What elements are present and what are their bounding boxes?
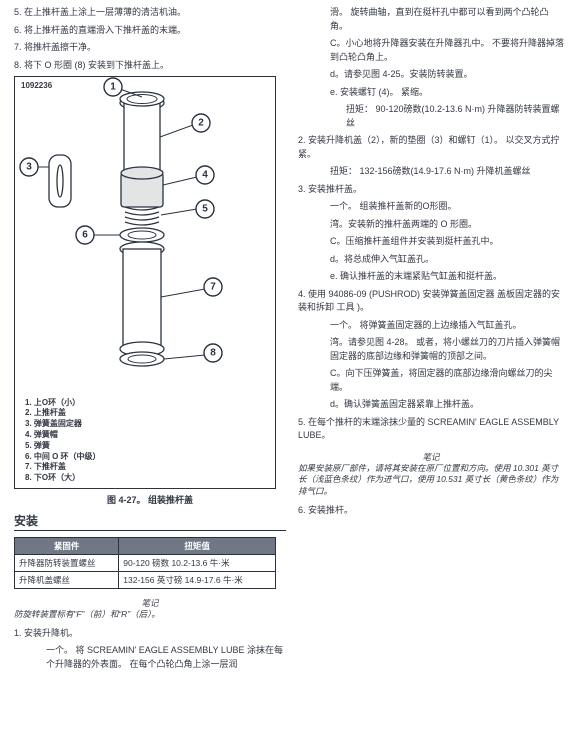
r-1c: C。小心地将升降器安装在升降器孔中。 不要将升降器掉落到凸轮凸角上。 — [298, 37, 564, 64]
figure-caption: 图 4-27。 组装推杆盖 — [14, 493, 286, 506]
svg-text:5: 5 — [202, 204, 208, 215]
step-5: 5. 在上推杆盖上涂上一层薄薄的清洁机油。 — [14, 6, 286, 20]
svg-text:3: 3 — [26, 162, 32, 173]
r-step6: 6. 安装推杆。 — [298, 504, 564, 518]
legend-5: 5. 弹簧 — [25, 441, 101, 452]
th-torque: 扭矩值 — [119, 538, 276, 555]
r-step4b: 湾。请参见图 4-28。 或者，将小螺丝刀的刀片插入弹簧帽固定器的底部边缘和弹簧… — [298, 336, 564, 363]
r-step3c: C。压缩推杆盖组件并安装到挺杆盖孔中。 — [298, 235, 564, 249]
legend-6: 6. 中间 O 环（中级） — [25, 452, 101, 463]
note-heading-right: 笔记 — [298, 451, 564, 463]
legend-3: 3. 弹簧盖固定器 — [25, 419, 101, 430]
step-6: 6. 将上推杆盖的直端滑入下推杆盖的末端。 — [14, 24, 286, 38]
td-r1c2: 90-120 磅数 10.2-13.6 牛·米 — [119, 555, 276, 572]
td-r1c1: 升降器防转装置螺丝 — [15, 555, 119, 572]
r-step4a: 一个。 将弹簧盖固定器的上边缘插入气缸盖孔。 — [298, 319, 564, 333]
r-1e-torque: 扭矩： 90-120磅数(10.2-13.6 N·m) 升降器防转装置螺丝 — [298, 103, 564, 130]
r-step5: 5. 在每个推杆的末端涂抹少量的 SCREAMIN' EAGLE ASSEMBL… — [298, 416, 564, 443]
install-step-1a: 一个。 将 SCREAMIN' EAGLE ASSEMBLY LUBE 涂抹在每… — [14, 644, 286, 671]
legend-2: 2. 上推杆盖 — [25, 408, 101, 419]
install-step-1: 1. 安装升降机。 — [14, 627, 286, 641]
note-heading-left: 笔记 — [14, 597, 286, 609]
r-1e: e. 安装螺钉 (4)。 紧缩。 — [298, 86, 564, 100]
r-cont: 滑。 旋转曲轴，直到在挺杆孔中都可以看到两个凸轮凸角。 — [298, 6, 564, 33]
pushrod-diagram: 1 2 3 4 5 6 7 8 — [15, 77, 277, 377]
r-step4c: C。向下压弹簧盖，将固定器的底部边缘滑向螺丝刀的尖端。 — [298, 367, 564, 394]
left-column: 5. 在上推杆盖上涂上一层薄薄的清洁机油。 6. 将上推杆盖的直端滑入下推杆盖的… — [0, 0, 290, 753]
legend-4: 4. 弹簧帽 — [25, 430, 101, 441]
legend-8: 8. 下O环（大） — [25, 473, 101, 484]
note-body-right: 如果安装原厂部件，请将其安装在原厂位置和方向。使用 10.301 英寸长（浅蓝色… — [298, 463, 564, 499]
svg-text:1: 1 — [110, 82, 116, 93]
step-8: 8. 将下 O 形圈 (8) 安装到下推杆盖上。 — [14, 59, 286, 73]
svg-text:2: 2 — [198, 118, 204, 129]
r-step3b: 湾。安装新的推杆盖两端的 O 形圈。 — [298, 218, 564, 232]
legend-1: 1. 上O环（小） — [25, 398, 101, 409]
figure-legend: 1. 上O环（小） 2. 上推杆盖 3. 弹簧盖固定器 4. 弹簧帽 5. 弹簧… — [25, 398, 101, 484]
right-column: 滑。 旋转曲轴，直到在挺杆孔中都可以看到两个凸轮凸角。 C。小心地将升降器安装在… — [290, 0, 578, 753]
r-step3a: 一个。 组装推杆盖新的O形圈。 — [298, 200, 564, 214]
r-step4d: d。确认弹簧盖固定器紧靠上推杆盖。 — [298, 398, 564, 412]
r-step2-torque: 扭矩： 132-156磅数(14.9-17.6 N·m) 升降机盖螺丝 — [298, 165, 564, 179]
step-7: 7. 将推杆盖擦干净。 — [14, 41, 286, 55]
legend-7: 7. 下推杆盖 — [25, 462, 101, 473]
svg-text:4: 4 — [202, 170, 208, 181]
torque-table: 紧固件 扭矩值 升降器防转装置螺丝 90-120 磅数 10.2-13.6 牛·… — [14, 537, 276, 589]
th-fastener: 紧固件 — [15, 538, 119, 555]
figure-4-27: 1092236 — [14, 76, 276, 489]
svg-text:8: 8 — [210, 348, 216, 359]
r-step2: 2. 安装升降机盖（2），新的垫圈（3）和螺钉（1）。 以交叉方式拧紧。 — [298, 134, 564, 161]
svg-text:7: 7 — [210, 282, 216, 293]
td-r2c1: 升降机盖螺丝 — [15, 572, 119, 589]
note-body-left: 防旋转装置标有“F”（前）和“R”（后）。 — [14, 609, 286, 621]
r-step3e: e. 确认推杆盖的末端紧贴气缸盖和挺杆盖。 — [298, 270, 564, 284]
td-r2c2: 132-156 英寸磅 14.9-17.6 牛·米 — [119, 572, 276, 589]
r-step4: 4. 使用 94086-09 (PUSHROD) 安装弹簧盖固定器 盖板固定器的… — [298, 288, 564, 315]
r-step3d: d。将总成伸入气缸盖孔。 — [298, 253, 564, 267]
r-1d: d。请参见图 4-25。安装防转装置。 — [298, 68, 564, 82]
r-step3: 3. 安装推杆盖。 — [298, 183, 564, 197]
svg-text:6: 6 — [82, 230, 88, 241]
install-heading: 安装 — [14, 512, 286, 531]
